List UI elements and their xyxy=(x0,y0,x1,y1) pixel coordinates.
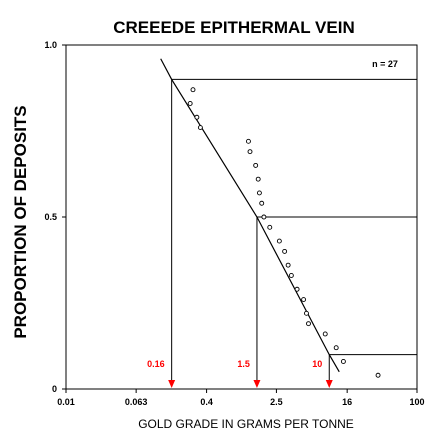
data-point xyxy=(261,214,267,220)
percentile-label: 1.5 xyxy=(237,359,250,369)
x-tick-label: 0.01 xyxy=(57,397,75,407)
data-point xyxy=(340,359,346,364)
data-point xyxy=(267,224,273,230)
data-point xyxy=(282,248,288,254)
chart-marks: 0.01 0.063 0.4 2.5 16 100 0 0.5 1.0 n = 27 0.16 1.5… xyxy=(44,40,424,407)
x-tick-label: 100 xyxy=(409,397,424,407)
data-point xyxy=(190,87,196,93)
chart-title: CREEEDE EPITHERMAL VEIN xyxy=(113,18,355,37)
sample-size-label: n = 27 xyxy=(372,59,398,69)
data-point xyxy=(197,125,203,131)
data-point xyxy=(294,286,300,292)
x-axis-label: GOLD GRADE IN GRAMS PER TONNE xyxy=(138,417,354,431)
x-tick-label: 0.063 xyxy=(125,397,148,407)
data-point xyxy=(245,138,251,144)
data-point xyxy=(322,331,328,337)
percentile-label: 10 xyxy=(312,359,322,369)
y-tick-label: 0.5 xyxy=(44,212,57,222)
x-tick-label: 0.4 xyxy=(200,397,213,407)
y-axis-label: PROPORTION OF DEPOSITS xyxy=(11,105,30,338)
data-point xyxy=(306,321,311,327)
data-point xyxy=(301,297,307,303)
percentile-arrowhead xyxy=(325,380,333,388)
data-point xyxy=(304,310,309,316)
y-tick-label: 1.0 xyxy=(44,40,57,50)
data-point xyxy=(375,372,381,378)
percentile-label: 0.16 xyxy=(147,359,165,369)
data-point xyxy=(247,149,253,155)
data-point xyxy=(194,114,200,120)
data-point xyxy=(187,101,193,106)
fitted-curve xyxy=(160,58,340,373)
data-point xyxy=(288,273,294,278)
data-point xyxy=(285,262,291,268)
data-point xyxy=(333,345,339,351)
percentile-arrowhead xyxy=(253,380,261,388)
x-tick-label: 2.5 xyxy=(270,397,283,407)
data-point xyxy=(259,200,265,206)
x-tick-label: 16 xyxy=(342,397,352,407)
data-point xyxy=(276,238,282,244)
data-point xyxy=(256,190,262,196)
data-point xyxy=(255,176,261,182)
y-tick-label: 0 xyxy=(52,384,57,394)
percentile-arrowhead xyxy=(168,380,176,388)
data-point xyxy=(253,162,259,168)
